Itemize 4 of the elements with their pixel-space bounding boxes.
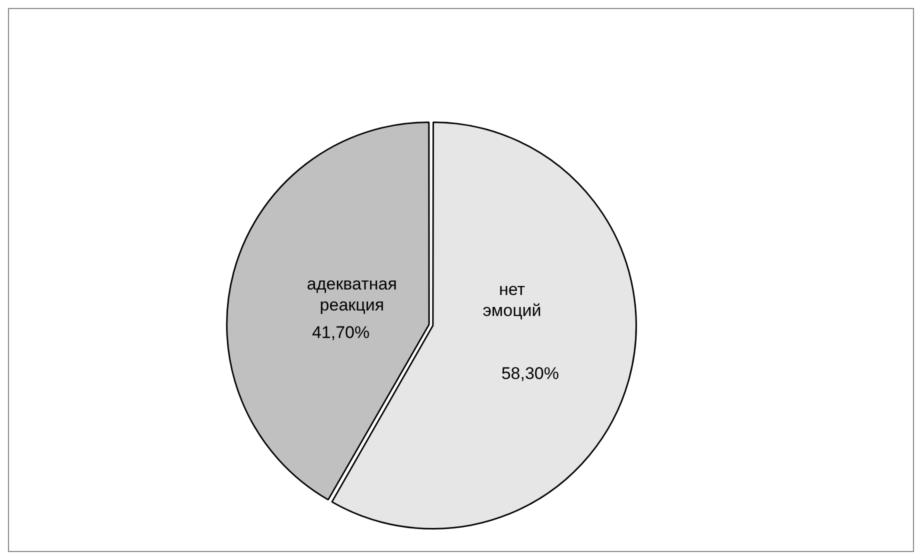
slice-label: нет эмоций <box>482 280 542 320</box>
slice-label: адекватная реакция <box>306 274 397 314</box>
data-label: 41,70% <box>312 322 370 342</box>
data-label: 58,30% <box>501 364 559 383</box>
